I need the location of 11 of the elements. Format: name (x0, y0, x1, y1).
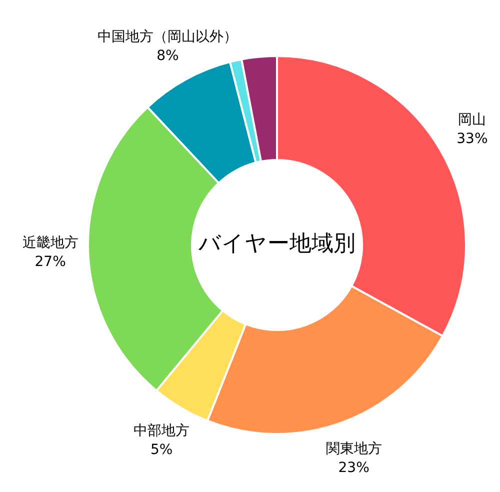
data-label: 33% (456, 131, 488, 148)
slice-label: 中国地方（岡山以外） (98, 28, 238, 45)
data-label: 27% (34, 254, 66, 270)
slice-label: 中部地方 (134, 422, 190, 439)
data-label: 8% (156, 48, 179, 64)
slice-label: 岡山 (458, 112, 486, 128)
data-label: 5% (150, 442, 173, 458)
slice-label: 関東地方 (326, 441, 382, 458)
slice-label: 近畿地方 (22, 234, 78, 251)
data-label: 23% (338, 460, 370, 476)
text: バイヤー地域別 (198, 232, 356, 257)
